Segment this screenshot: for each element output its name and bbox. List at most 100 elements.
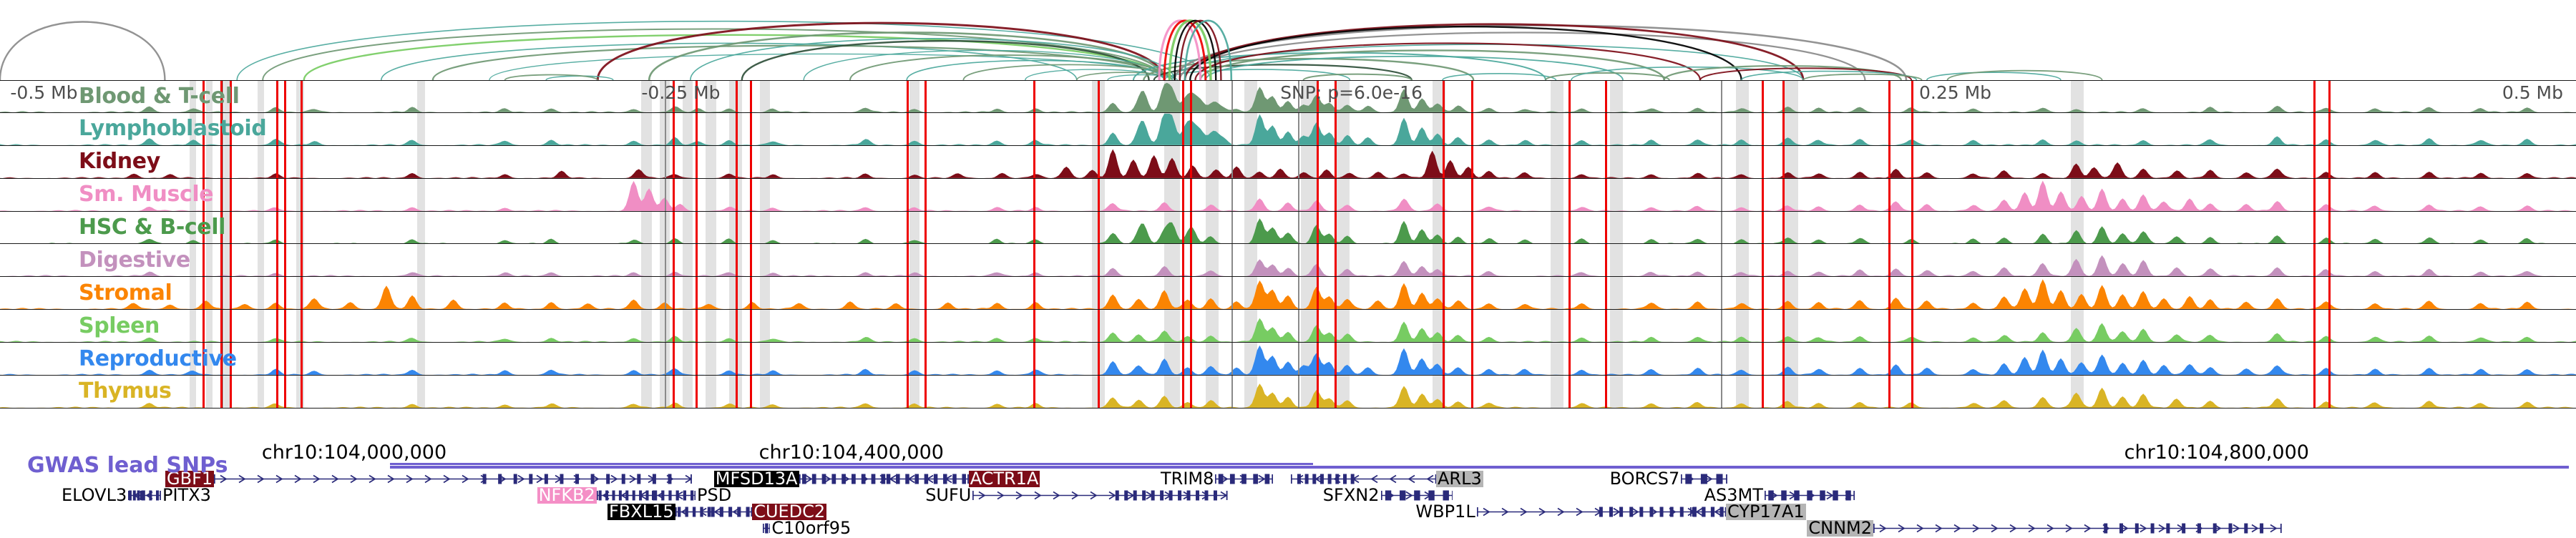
gwas-snp-marker-line[interactable] bbox=[203, 178, 205, 211]
gwas-snp-marker-line[interactable] bbox=[1316, 112, 1319, 145]
gwas-snp-marker-line[interactable] bbox=[1033, 145, 1035, 178]
gwas-snp-marker-line[interactable] bbox=[1182, 211, 1185, 244]
gwas-snp-marker-line[interactable] bbox=[1782, 244, 1785, 277]
gwas-snp-marker-line[interactable] bbox=[283, 81, 286, 112]
gwas-snp-marker-line[interactable] bbox=[735, 376, 738, 408]
gwas-snp-marker-line[interactable] bbox=[735, 211, 738, 244]
gwas-snp-marker-line[interactable] bbox=[275, 145, 278, 178]
gwas-snp-marker-line[interactable] bbox=[1888, 343, 1890, 376]
gwas-snp-marker-line[interactable] bbox=[230, 112, 233, 145]
gwas-snp-marker-line[interactable] bbox=[230, 343, 233, 376]
gwas-snp-marker-line[interactable] bbox=[230, 145, 233, 178]
gwas-snp-marker-line[interactable] bbox=[283, 310, 286, 343]
gene-elovl3[interactable]: ELOVL3 bbox=[60, 486, 145, 504]
gene-cyp17a1[interactable]: CYP17A1 bbox=[1689, 503, 1806, 520]
gwas-snp-marker-line[interactable] bbox=[749, 277, 752, 310]
gwas-snp-marker-line[interactable] bbox=[1190, 277, 1193, 310]
gwas-snp-marker-line[interactable] bbox=[2328, 178, 2331, 211]
gwas-snp-marker-line[interactable] bbox=[924, 145, 927, 178]
gwas-snp-marker-line[interactable] bbox=[1568, 145, 1571, 178]
gene-psd[interactable]: PSD bbox=[651, 486, 733, 504]
gwas-snp-marker-line[interactable] bbox=[275, 244, 278, 277]
gwas-snp-marker-line[interactable] bbox=[1762, 145, 1765, 178]
gwas-snp-marker-line[interactable] bbox=[924, 310, 927, 343]
gwas-snp-marker-line[interactable] bbox=[1470, 376, 1473, 408]
gwas-snp-marker-line[interactable] bbox=[1334, 211, 1337, 244]
gwas-snp-marker-line[interactable] bbox=[220, 81, 223, 112]
gwas-snp-marker-line[interactable] bbox=[1334, 145, 1337, 178]
gwas-snp-marker-line[interactable] bbox=[673, 81, 675, 112]
gwas-snp-marker-line[interactable] bbox=[301, 211, 303, 244]
gwas-snp-marker-line[interactable] bbox=[1190, 145, 1193, 178]
gwas-snp-marker-line[interactable] bbox=[1568, 277, 1571, 310]
gwas-snp-marker-line[interactable] bbox=[1316, 376, 1319, 408]
gwas-snp-marker-line[interactable] bbox=[907, 310, 909, 343]
gwas-snp-marker-line[interactable] bbox=[203, 310, 205, 343]
gwas-snp-marker-line[interactable] bbox=[1762, 343, 1765, 376]
gwas-snp-marker-line[interactable] bbox=[1888, 376, 1890, 408]
gwas-snp-marker-line[interactable] bbox=[1097, 81, 1100, 112]
gwas-snp-marker-line[interactable] bbox=[1316, 178, 1319, 211]
gwas-snp-marker-line[interactable] bbox=[2328, 343, 2331, 376]
gwas-snp-marker-line[interactable] bbox=[749, 81, 752, 112]
gwas-snp-marker-line[interactable] bbox=[203, 343, 205, 376]
gwas-snp-marker-line[interactable] bbox=[907, 343, 909, 376]
gwas-snp-marker-line[interactable] bbox=[1911, 81, 1914, 112]
gwas-snp-marker-line[interactable] bbox=[2313, 211, 2316, 244]
gwas-snp-marker-line[interactable] bbox=[283, 277, 286, 310]
gwas-snp-marker-line[interactable] bbox=[924, 81, 927, 112]
gwas-snp-marker-line[interactable] bbox=[203, 376, 205, 408]
gwas-snp-marker-line[interactable] bbox=[1334, 343, 1337, 376]
gene-arl3[interactable]: ARL3 bbox=[1290, 470, 1483, 487]
gwas-snp-marker-line[interactable] bbox=[275, 343, 278, 376]
gwas-snp-marker-line[interactable] bbox=[2313, 145, 2316, 178]
gwas-snp-marker-line[interactable] bbox=[1604, 112, 1607, 145]
gwas-snp-marker-line[interactable] bbox=[749, 145, 752, 178]
gwas-snp-marker-line[interactable] bbox=[1334, 277, 1337, 310]
gwas-snp-marker-line[interactable] bbox=[1334, 112, 1337, 145]
gwas-snp-marker-line[interactable] bbox=[2313, 244, 2316, 277]
gwas-snp-marker-line[interactable] bbox=[735, 112, 738, 145]
gwas-snp-marker-line[interactable] bbox=[735, 343, 738, 376]
gwas-snp-marker-line[interactable] bbox=[1033, 112, 1035, 145]
gwas-snp-marker-line[interactable] bbox=[2328, 376, 2331, 408]
gwas-snp-marker-line[interactable] bbox=[1190, 112, 1193, 145]
gwas-snp-marker-line[interactable] bbox=[907, 211, 909, 244]
gwas-snp-marker-line[interactable] bbox=[924, 244, 927, 277]
gwas-snp-marker-line[interactable] bbox=[1443, 81, 1445, 112]
gwas-snp-marker-line[interactable] bbox=[749, 310, 752, 343]
gwas-snp-marker-line[interactable] bbox=[1911, 112, 1914, 145]
gwas-snp-marker-line[interactable] bbox=[673, 310, 675, 343]
gwas-snp-marker-line[interactable] bbox=[203, 244, 205, 277]
gwas-snp-marker-line[interactable] bbox=[220, 178, 223, 211]
gwas-snp-marker-line[interactable] bbox=[1568, 211, 1571, 244]
gwas-snp-marker-line[interactable] bbox=[696, 112, 698, 145]
gwas-snp-marker-line[interactable] bbox=[283, 145, 286, 178]
gwas-snp-marker-line[interactable] bbox=[1182, 178, 1185, 211]
gwas-snp-marker-line[interactable] bbox=[203, 112, 205, 145]
gwas-snp-marker-line[interactable] bbox=[1911, 211, 1914, 244]
gwas-snp-marker-line[interactable] bbox=[301, 376, 303, 408]
gwas-snp-marker-line[interactable] bbox=[1316, 244, 1319, 277]
gwas-snp-marker-line[interactable] bbox=[2328, 81, 2331, 112]
gwas-snp-marker-line[interactable] bbox=[673, 211, 675, 244]
gwas-snp-marker-line[interactable] bbox=[1911, 178, 1914, 211]
gwas-snp-marker-line[interactable] bbox=[2313, 112, 2316, 145]
gwas-snp-marker-line[interactable] bbox=[749, 211, 752, 244]
gwas-snp-marker-line[interactable] bbox=[301, 310, 303, 343]
gwas-snp-marker-line[interactable] bbox=[1762, 178, 1765, 211]
gwas-snp-marker-line[interactable] bbox=[1443, 277, 1445, 310]
gwas-snp-marker-line[interactable] bbox=[283, 376, 286, 408]
gwas-snp-marker-line[interactable] bbox=[275, 376, 278, 408]
gwas-snp-marker-line[interactable] bbox=[301, 277, 303, 310]
gwas-snp-marker-line[interactable] bbox=[1604, 376, 1607, 408]
gwas-snp-marker-line[interactable] bbox=[1443, 244, 1445, 277]
gwas-snp-marker-line[interactable] bbox=[1443, 112, 1445, 145]
gwas-snp-marker-line[interactable] bbox=[907, 112, 909, 145]
gene-mfsd13a[interactable]: MFSD13A bbox=[713, 470, 888, 487]
gene-fbxl15[interactable]: FBXL15 bbox=[608, 503, 713, 520]
gwas-snp-marker-line[interactable] bbox=[1190, 244, 1193, 277]
gwas-snp-marker-line[interactable] bbox=[1097, 244, 1100, 277]
gwas-snp-marker-line[interactable] bbox=[1568, 112, 1571, 145]
gwas-snp-marker-line[interactable] bbox=[1443, 145, 1445, 178]
